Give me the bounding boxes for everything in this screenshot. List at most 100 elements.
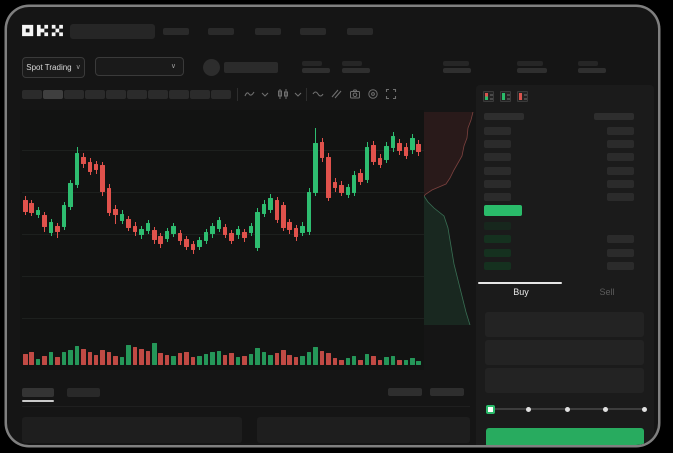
timeframe-button[interactable] (211, 90, 231, 99)
gridline (22, 276, 424, 277)
candle-body (313, 143, 318, 193)
slider-stop[interactable] (564, 406, 570, 412)
slider-stop[interactable] (526, 406, 531, 412)
volume-bar (106, 352, 112, 365)
candle-body (81, 157, 86, 164)
camera-icon[interactable] (349, 88, 361, 100)
volume-bar (364, 354, 370, 365)
candle-body (119, 214, 125, 221)
divider (22, 406, 470, 407)
candle-body (351, 175, 357, 193)
volume-bar (126, 345, 131, 365)
orders-panel-placeholder (22, 417, 242, 443)
book-combined-icon[interactable] (483, 91, 494, 102)
bid-price-placeholder[interactable] (484, 222, 511, 230)
candle-body (152, 230, 157, 240)
volume-bar (287, 355, 292, 365)
candle-body (106, 188, 112, 213)
bid-price-placeholder[interactable] (484, 249, 511, 257)
nav-item-placeholder[interactable] (163, 28, 189, 35)
volume-bar (229, 353, 234, 365)
chevron-down-icon[interactable] (293, 90, 305, 102)
ask-price-placeholder[interactable] (484, 167, 511, 175)
timeframe-button[interactable] (127, 90, 147, 99)
settings-icon[interactable] (367, 88, 379, 100)
indicator-wave-icon[interactable] (312, 88, 324, 100)
bottom-tab[interactable] (67, 388, 100, 397)
volume-bar (255, 348, 260, 365)
market-type-dropdown[interactable]: Spot Trading ∨ (22, 57, 85, 78)
line-style-icon[interactable] (244, 88, 256, 100)
volume-bar (274, 353, 280, 365)
tab-buy-label: Buy (513, 287, 529, 297)
tab-sell[interactable]: Sell (564, 281, 650, 303)
pair-dropdown[interactable]: ∨ (95, 57, 184, 76)
candle-body (164, 231, 170, 239)
slider-stop[interactable] (641, 406, 647, 412)
book-sells-icon[interactable] (517, 91, 528, 102)
chevron-down-icon[interactable] (260, 90, 272, 102)
ask-amount-placeholder (607, 167, 634, 175)
bottom-action-placeholder[interactable] (388, 388, 422, 396)
amount-input[interactable] (485, 340, 644, 365)
bottom-action-placeholder[interactable] (430, 388, 464, 396)
ask-amount-placeholder (607, 193, 634, 201)
nav-item-placeholder[interactable] (208, 28, 234, 35)
timeframe-button[interactable] (22, 90, 42, 99)
candle-type-icon[interactable] (277, 88, 289, 100)
chevron-down-icon: ∨ (170, 63, 176, 70)
candle-body (87, 162, 92, 172)
tab-buy[interactable]: Buy (478, 281, 564, 303)
bottom-tab-underline (22, 400, 54, 402)
timeframe-button[interactable] (148, 90, 168, 99)
candle-body (93, 164, 99, 170)
bid-price-placeholder[interactable] (484, 235, 511, 243)
gridline (22, 318, 424, 319)
timeframe-button[interactable] (169, 90, 189, 99)
total-input[interactable] (485, 368, 644, 393)
ask-price-placeholder[interactable] (484, 140, 511, 148)
divider (237, 88, 238, 101)
ask-price-placeholder[interactable] (484, 180, 511, 188)
nav-item-placeholder[interactable] (255, 28, 281, 35)
price-chart[interactable] (20, 110, 424, 370)
candle-body (384, 146, 389, 160)
slider-handle[interactable] (485, 404, 495, 414)
ask-price-placeholder[interactable] (484, 127, 511, 135)
bid-price-placeholder[interactable] (484, 262, 511, 270)
volume-bar (281, 350, 286, 365)
volume-bar (55, 357, 60, 365)
timeframe-button[interactable] (64, 90, 84, 99)
bid-amount-placeholder (607, 262, 634, 270)
timeframe-button[interactable] (106, 90, 126, 99)
ask-price-placeholder[interactable] (484, 153, 511, 161)
search-input[interactable] (70, 24, 155, 39)
candle-body (281, 205, 286, 228)
candle-body (190, 244, 196, 250)
bottom-tab-active[interactable] (22, 388, 54, 397)
nav-item-placeholder[interactable] (300, 28, 326, 35)
book-buys-icon[interactable] (500, 91, 511, 102)
candle-body (42, 215, 47, 227)
compare-icon[interactable] (330, 88, 342, 100)
timeframe-button[interactable] (43, 90, 63, 99)
last-price-badge (484, 205, 522, 216)
depth-chart (424, 112, 478, 325)
ask-price-placeholder[interactable] (484, 193, 511, 201)
fullscreen-icon[interactable] (385, 88, 397, 100)
timeframe-button[interactable] (85, 90, 105, 99)
volume-bar (319, 351, 325, 365)
volume-bar (203, 354, 209, 365)
nav-item-placeholder[interactable] (347, 28, 373, 35)
candle-body (397, 143, 402, 151)
slider-stop[interactable] (603, 406, 608, 412)
price-input[interactable] (485, 312, 644, 337)
candle-body (229, 233, 234, 241)
chevron-down-icon: ∨ (75, 64, 81, 71)
tab-sell-label: Sell (599, 287, 615, 297)
candle-body (29, 203, 34, 213)
buy-submit-button[interactable] (486, 428, 644, 445)
book-header-price (484, 113, 524, 120)
volume-bar (171, 356, 176, 365)
timeframe-button[interactable] (190, 90, 210, 99)
